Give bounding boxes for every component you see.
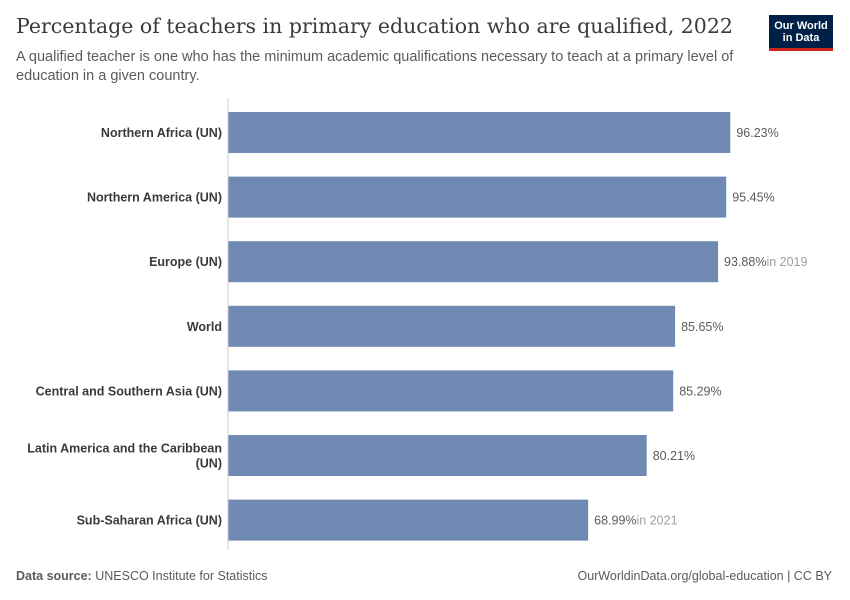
category-label: World xyxy=(187,320,222,334)
category-label-line: Latin America and the Caribbean xyxy=(27,442,222,456)
bar[interactable] xyxy=(228,305,676,347)
category-label-line: Northern America (UN) xyxy=(87,191,222,205)
value-label: 93.88% xyxy=(724,255,766,269)
data-source: Data source: UNESCO Institute for Statis… xyxy=(16,569,268,583)
category-label-line: (UN) xyxy=(196,457,222,471)
category-label: Europe (UN) xyxy=(149,255,222,269)
value-label: 68.99% xyxy=(594,514,636,528)
bars-layer: Northern Africa (UN) 96.23% Northern Ameri… xyxy=(27,112,808,541)
category-label-line: Europe (UN) xyxy=(149,255,222,269)
bar[interactable] xyxy=(228,112,731,153)
bar[interactable] xyxy=(228,241,719,283)
category-label: Latin America and the Caribbean (UN) xyxy=(27,442,222,471)
logo-line-2: in Data xyxy=(782,32,820,44)
bar[interactable] xyxy=(228,370,674,412)
logo-line-1: Our World xyxy=(774,20,828,32)
chart-title: Percentage of teachers in primary educat… xyxy=(16,14,733,38)
bar[interactable] xyxy=(228,499,589,541)
value-label: 80.21% xyxy=(653,449,695,463)
category-label: Northern Africa (UN) xyxy=(101,126,222,140)
value-label: 96.23% xyxy=(736,126,778,140)
bar[interactable] xyxy=(228,435,647,476)
value-label: 85.65% xyxy=(681,320,723,334)
value-label: 95.45% xyxy=(732,191,774,205)
category-label: Sub-Saharan Africa (UN) xyxy=(77,514,222,528)
data-source-label: Data source: xyxy=(16,569,92,583)
footer-link[interactable]: OurWorldinData.org/global-education | CC… xyxy=(577,569,832,583)
category-label-line: Central and Southern Asia (UN) xyxy=(36,384,222,398)
bar[interactable] xyxy=(228,176,727,218)
value-label: 85.29% xyxy=(679,384,721,398)
category-label: Northern America (UN) xyxy=(87,191,222,205)
data-source-text[interactable]: UNESCO Institute for Statistics xyxy=(95,569,268,583)
owid-logo[interactable]: Our World in Data xyxy=(769,15,833,51)
value-note: in 2021 xyxy=(637,514,678,528)
chart-subtitle: A qualified teacher is one who has the m… xyxy=(16,49,734,84)
category-label: Central and Southern Asia (UN) xyxy=(36,384,222,398)
category-label-line: Sub-Saharan Africa (UN) xyxy=(77,514,222,528)
value-note: in 2019 xyxy=(766,255,807,269)
category-label-line: World xyxy=(187,320,222,334)
category-label-line: Northern Africa (UN) xyxy=(101,126,222,140)
